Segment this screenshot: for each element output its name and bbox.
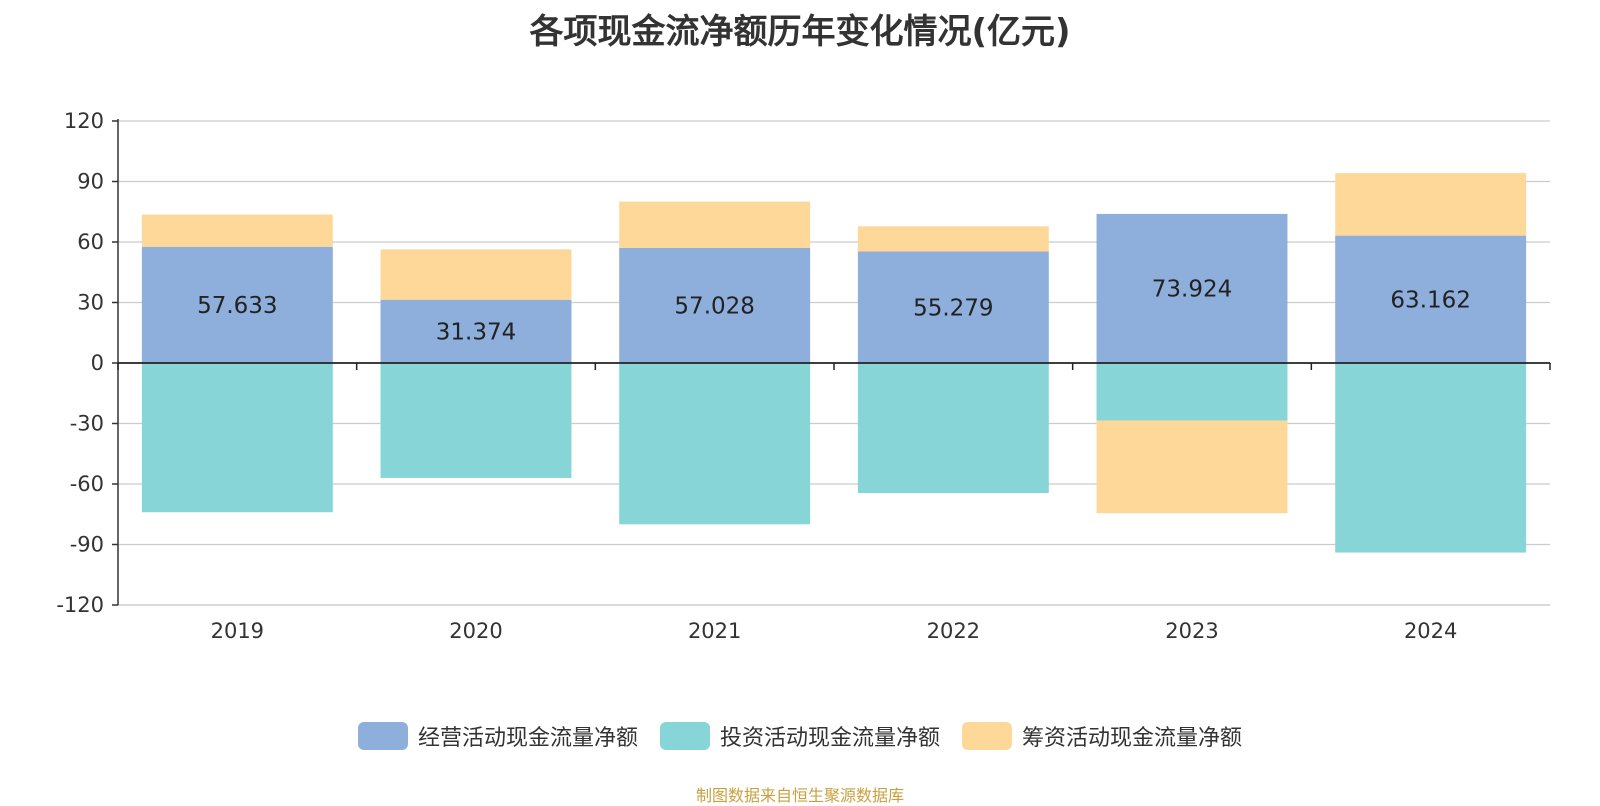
x-tick-label: 2024 bbox=[1404, 619, 1457, 643]
bar-series-1-2022 bbox=[857, 363, 1049, 494]
legend-item[interactable]: 筹资活动现金流量净额 bbox=[962, 720, 1242, 752]
legend-label: 筹资活动现金流量净额 bbox=[1022, 726, 1243, 751]
bar-series-2-2022 bbox=[857, 226, 1049, 252]
source-note: 制图数据来自恒生聚源数据库 bbox=[695, 786, 904, 805]
chart-title: 各项现金流净额历年变化情况(亿元) bbox=[529, 12, 1071, 52]
bar-series-0-2022 bbox=[857, 251, 1049, 363]
bar-series-0-2019 bbox=[141, 246, 333, 363]
y-tick-label: 120 bbox=[64, 109, 104, 133]
y-tick-label: 90 bbox=[77, 170, 104, 194]
y-tick-label: -120 bbox=[56, 593, 104, 617]
data-label: 57.633 bbox=[197, 293, 277, 319]
axis-layer: 120 90 60 30 0 -30 -60 -90 -120 bbox=[56, 109, 1551, 617]
bar-chart: 120 90 60 30 0 -30 -60 -90 -120 57.633 31.374 57.0… bbox=[56, 109, 1551, 643]
y-tick-label: 60 bbox=[77, 230, 104, 254]
bar-series-0-2020 bbox=[380, 299, 572, 363]
bar-series-0-2021 bbox=[619, 247, 811, 363]
legend: 经营活动现金流量净额 投资活动现金流量净额 筹资活动现金流量净额 bbox=[0, 720, 1600, 752]
bar-series-0-2024 bbox=[1335, 235, 1527, 363]
bar-series-1-2024 bbox=[1335, 363, 1527, 553]
bar-series-2-2020 bbox=[380, 249, 572, 300]
y-tick-label: -30 bbox=[70, 412, 104, 436]
legend-swatch bbox=[357, 722, 408, 750]
legend-label: 投资活动现金流量净额 bbox=[719, 726, 940, 751]
y-tick-label: -60 bbox=[70, 472, 104, 496]
y-tick-label: -90 bbox=[70, 533, 104, 557]
bar-series-1-2023 bbox=[1096, 363, 1288, 421]
bars-layer bbox=[141, 173, 1527, 553]
x-tick-label: 2021 bbox=[688, 619, 741, 643]
data-label: 63.162 bbox=[1390, 287, 1470, 313]
bar-series-2-2021 bbox=[619, 201, 811, 248]
data-label: 73.924 bbox=[1152, 276, 1232, 302]
y-tick-label: 30 bbox=[77, 291, 104, 315]
bar-series-2-2019 bbox=[141, 214, 333, 247]
bar-series-1-2021 bbox=[619, 363, 811, 525]
bar-series-2-2023 bbox=[1096, 420, 1288, 514]
data-label: 31.374 bbox=[436, 319, 516, 345]
legend-label: 经营活动现金流量净额 bbox=[417, 726, 638, 751]
y-tick-label: 0 bbox=[91, 351, 104, 375]
bar-series-2-2024 bbox=[1335, 173, 1527, 236]
legend-item[interactable]: 投资活动现金流量净额 bbox=[659, 720, 940, 752]
x-tick-label: 2022 bbox=[927, 619, 980, 643]
x-tick-label: 2019 bbox=[211, 619, 264, 643]
x-tick-label: 2020 bbox=[449, 619, 502, 643]
bar-series-1-2019 bbox=[141, 363, 333, 513]
legend-swatch bbox=[659, 722, 710, 750]
bar-series-0-2023 bbox=[1096, 213, 1288, 363]
labels-layer: 57.633 31.374 57.028 55.279 73.924 63.162 2019… bbox=[197, 276, 1471, 643]
data-label: 57.028 bbox=[674, 293, 754, 319]
grid-layer bbox=[118, 120, 1550, 606]
x-tick-label: 2023 bbox=[1165, 619, 1218, 643]
legend-item[interactable]: 经营活动现金流量净额 bbox=[357, 720, 638, 752]
bar-series-1-2020 bbox=[380, 363, 572, 478]
data-label: 55.279 bbox=[913, 295, 993, 321]
legend-swatch bbox=[962, 722, 1012, 750]
